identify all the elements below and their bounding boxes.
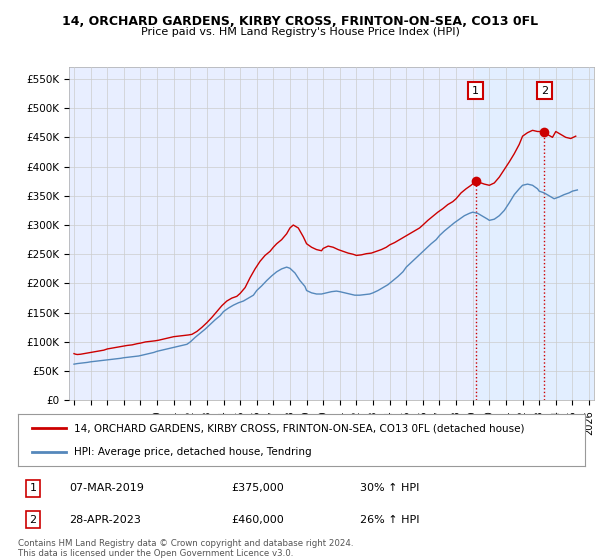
Text: 14, ORCHARD GARDENS, KIRBY CROSS, FRINTON-ON-SEA, CO13 0FL: 14, ORCHARD GARDENS, KIRBY CROSS, FRINTO… bbox=[62, 15, 538, 28]
Text: 14, ORCHARD GARDENS, KIRBY CROSS, FRINTON-ON-SEA, CO13 0FL (detached house): 14, ORCHARD GARDENS, KIRBY CROSS, FRINTO… bbox=[74, 423, 524, 433]
Text: 28-APR-2023: 28-APR-2023 bbox=[69, 515, 141, 525]
Text: 1: 1 bbox=[472, 86, 479, 96]
Text: 2: 2 bbox=[541, 86, 548, 96]
Text: 07-MAR-2019: 07-MAR-2019 bbox=[69, 483, 144, 493]
Text: 26% ↑ HPI: 26% ↑ HPI bbox=[360, 515, 419, 525]
Bar bbox=[476, 67, 594, 400]
Text: 2: 2 bbox=[29, 515, 37, 525]
Text: £460,000: £460,000 bbox=[231, 515, 284, 525]
Text: HPI: Average price, detached house, Tendring: HPI: Average price, detached house, Tend… bbox=[74, 447, 311, 457]
Text: 1: 1 bbox=[29, 483, 37, 493]
Text: Contains HM Land Registry data © Crown copyright and database right 2024.
This d: Contains HM Land Registry data © Crown c… bbox=[18, 539, 353, 558]
Text: £375,000: £375,000 bbox=[231, 483, 284, 493]
Text: 30% ↑ HPI: 30% ↑ HPI bbox=[360, 483, 419, 493]
Text: Price paid vs. HM Land Registry's House Price Index (HPI): Price paid vs. HM Land Registry's House … bbox=[140, 27, 460, 37]
